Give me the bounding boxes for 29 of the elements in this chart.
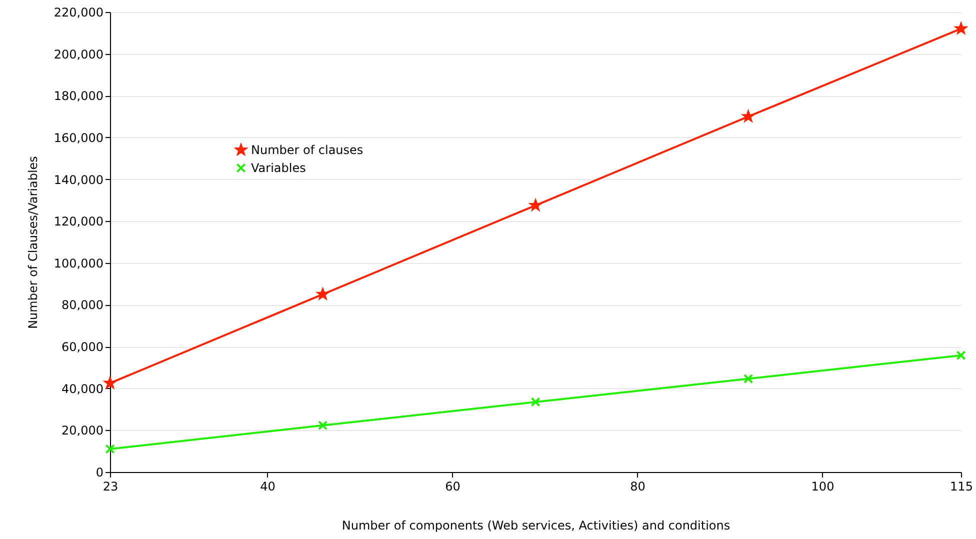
point	[955, 22, 967, 34]
legend-label: Number of clauses	[251, 143, 364, 157]
x-tick-label: 40	[260, 480, 276, 494]
legend-label: Variables	[251, 161, 306, 175]
x-tick-label: 23	[102, 480, 118, 494]
y-tick-label: 100,000	[54, 256, 104, 270]
y-tick-label: 180,000	[54, 89, 104, 104]
y-tick-label: 40,000	[62, 382, 104, 396]
x-tick-label: 115	[950, 480, 973, 494]
point	[743, 374, 754, 384]
y-tick-label: 60,000	[62, 340, 104, 354]
point	[530, 397, 540, 407]
point	[956, 350, 966, 360]
y-tick-label: 20,000	[62, 424, 104, 438]
point	[318, 420, 328, 430]
x-tick-label: 60	[445, 480, 460, 494]
x-axis-title: Number of components (Web services, Activities) and conditions	[342, 518, 730, 532]
y-tick-label: 80,000	[62, 298, 104, 312]
x-tick-label: 100	[811, 480, 834, 494]
y-tick-label: 120,000	[54, 214, 104, 229]
y-tick-label: 200,000	[54, 47, 104, 62]
point	[104, 377, 116, 388]
point	[105, 444, 115, 454]
y-tick-label: 160,000	[54, 130, 104, 145]
x-tick-label: 80	[630, 480, 646, 494]
y-axis-title: Number of Clauses/Variables	[26, 156, 40, 329]
y-tick-label: 140,000	[54, 172, 104, 187]
y-tick-label: 0	[96, 466, 104, 480]
y-tick-label: 220,000	[54, 6, 104, 20]
